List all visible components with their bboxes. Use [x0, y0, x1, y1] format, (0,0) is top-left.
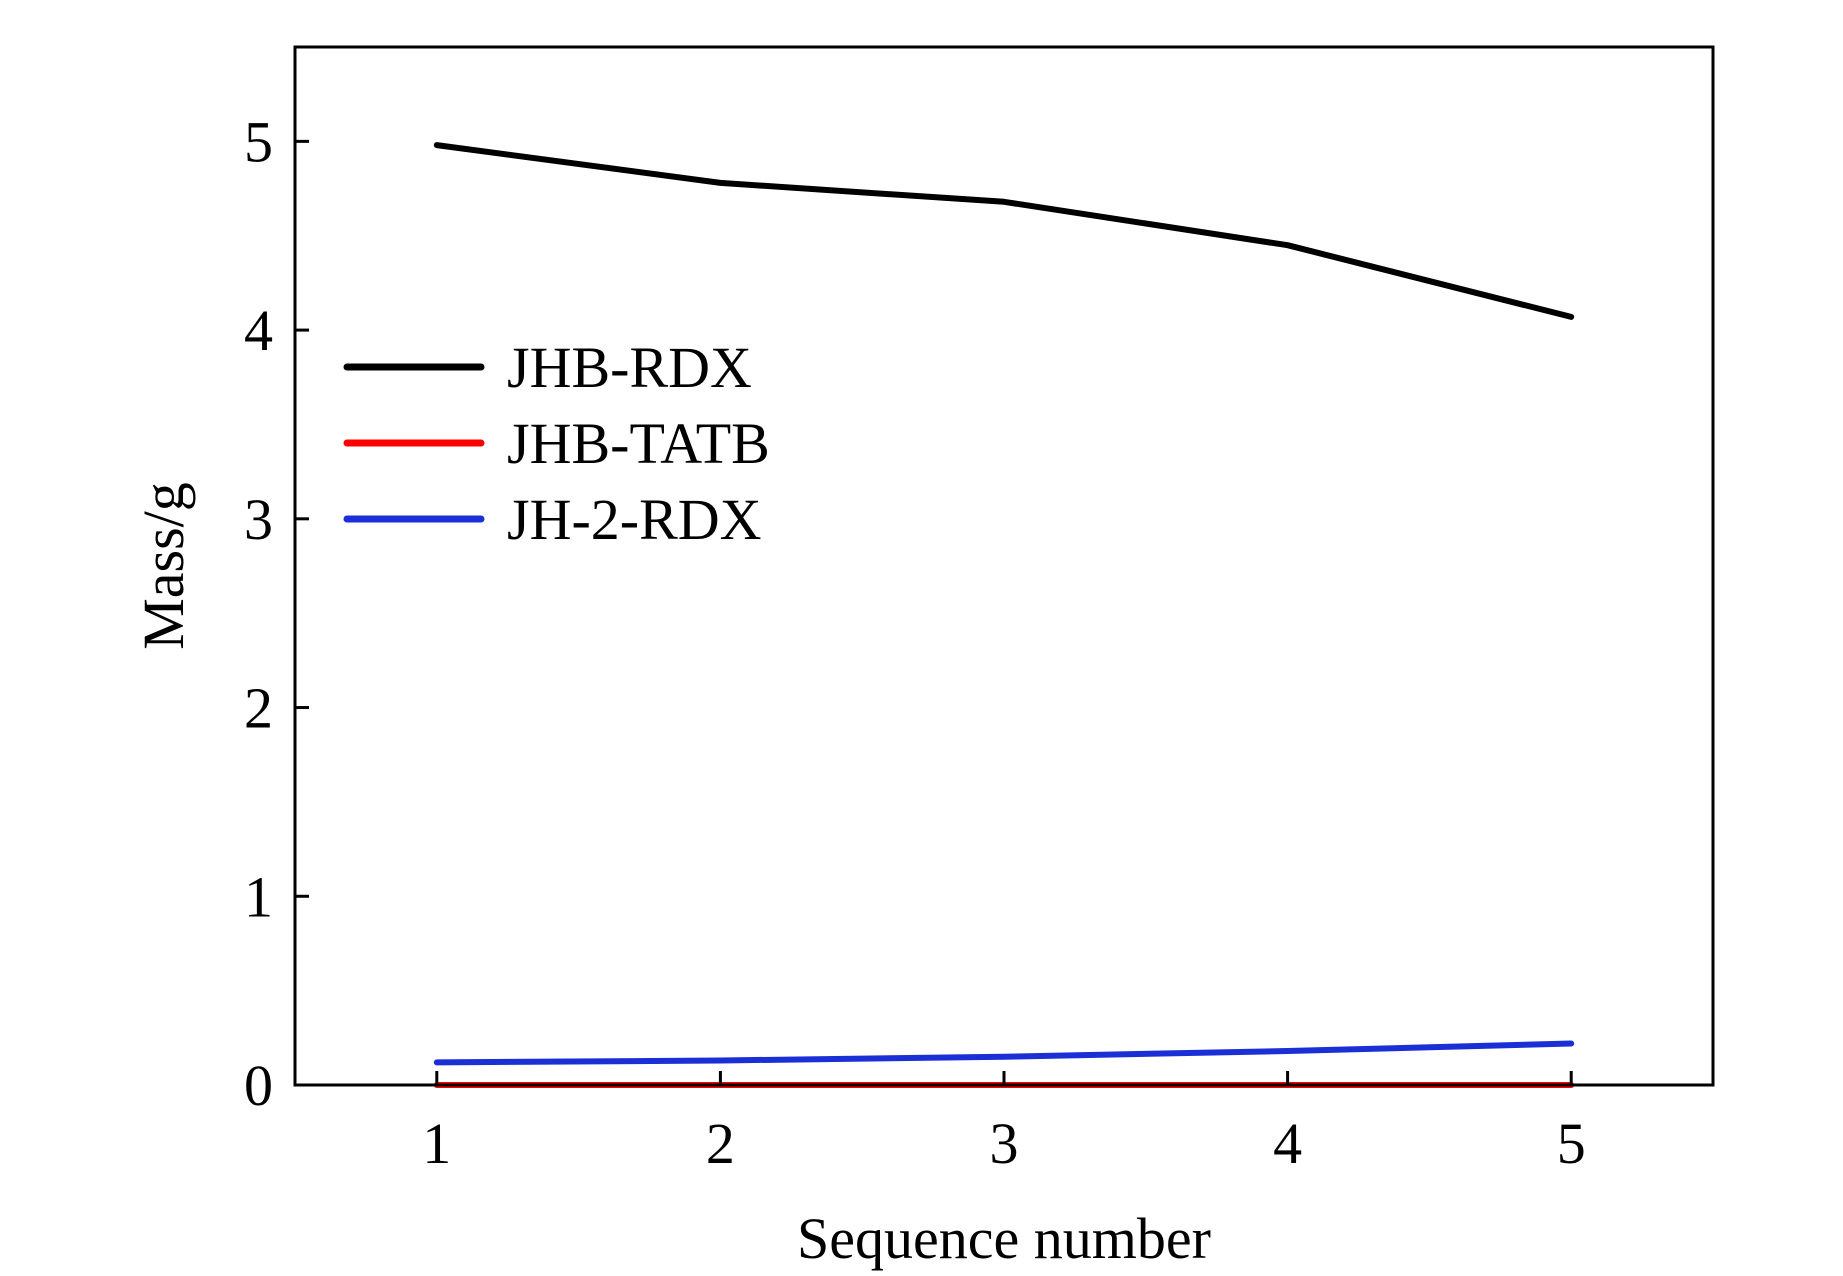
y-tick-label: 4	[244, 298, 273, 363]
y-axis-ticks: 0 1 2 3 4 5	[244, 109, 309, 1118]
x-tick-label: 5	[1557, 1111, 1586, 1176]
legend: JHB-RDX JHB-TATB JH-2-RDX	[343, 335, 770, 552]
series-line-jhb-rdx	[433, 142, 1575, 320]
y-tick-label: 3	[244, 487, 273, 552]
series-layer	[433, 142, 1575, 1088]
y-axis-title: Mass/g	[131, 482, 196, 650]
legend-label-jhb-rdx: JHB-RDX	[507, 335, 752, 400]
legend-label-jh-2-rdx: JH-2-RDX	[507, 487, 762, 552]
legend-label-jhb-tatb: JHB-TATB	[507, 411, 770, 476]
y-tick-label: 0	[244, 1053, 273, 1118]
x-axis-ticks: 1 2 3 4 5	[422, 1071, 1586, 1176]
x-tick-label: 2	[706, 1111, 735, 1176]
x-axis-title: Sequence number	[797, 1206, 1211, 1271]
x-tick-label: 4	[1273, 1111, 1302, 1176]
series-line-jh-2-rdx	[433, 1040, 1575, 1066]
x-tick-label: 3	[990, 1111, 1019, 1176]
y-tick-label: 1	[244, 864, 273, 929]
y-tick-label: 2	[244, 676, 273, 741]
x-tick-label: 1	[422, 1111, 451, 1176]
y-tick-label: 5	[244, 109, 273, 174]
